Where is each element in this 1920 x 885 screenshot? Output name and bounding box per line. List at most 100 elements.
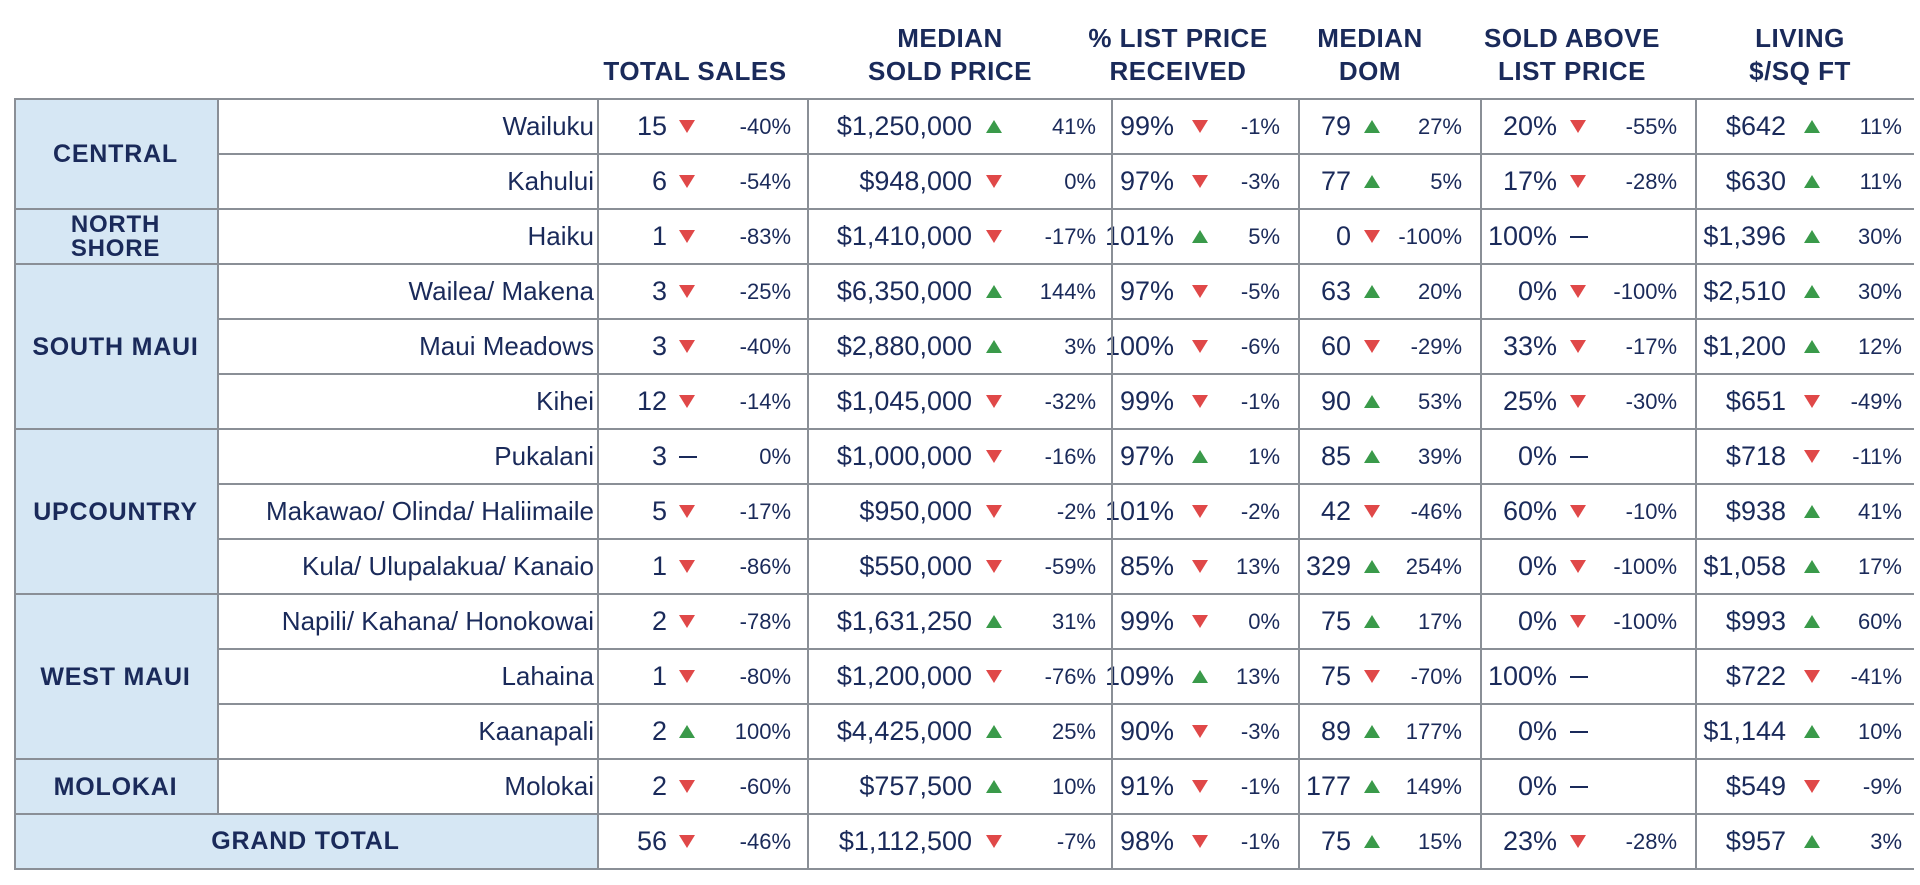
cell-value: 75 bbox=[1320, 606, 1351, 636]
cell-value: 56 bbox=[636, 826, 667, 856]
cell-change: -1% bbox=[1240, 113, 1280, 139]
table-row: Napili/ Kahana/ Honokowai 2 -78% $1,631,250… bbox=[217, 593, 1914, 648]
arrow-down-icon bbox=[986, 230, 1002, 243]
cell-value: 90% bbox=[1119, 716, 1174, 746]
cell-change: -46% bbox=[739, 828, 791, 854]
arrow-up-icon bbox=[986, 615, 1002, 628]
trend-indicator bbox=[1364, 265, 1380, 318]
arrow-down-icon bbox=[986, 505, 1002, 518]
cell-value: 99% bbox=[1119, 386, 1174, 416]
cell-value: $549 bbox=[1725, 771, 1786, 801]
cell-change: -78% bbox=[739, 608, 791, 634]
arrow-up-icon bbox=[986, 725, 1002, 738]
cell-change: 27% bbox=[1417, 113, 1462, 139]
trend-indicator bbox=[1804, 760, 1820, 813]
cell-change: 1% bbox=[1248, 443, 1280, 469]
cell-value: $993 bbox=[1725, 606, 1786, 636]
trend-indicator bbox=[1364, 650, 1380, 703]
cell-change: -59% bbox=[1044, 553, 1096, 579]
table-row: Kula/ Ulupalakua/ Kanaio 1 -86% $550,000 -59… bbox=[217, 538, 1914, 593]
cell-change: 5% bbox=[1430, 168, 1462, 194]
table-row: Kihei 12 -14% $1,045,000 -32% 99% -1% 90 53% 25% -… bbox=[217, 373, 1914, 428]
cell-value: $2,510 bbox=[1703, 276, 1786, 306]
cell-value: $2,880,000 bbox=[836, 331, 972, 361]
arrow-up-icon bbox=[1364, 835, 1380, 848]
region-label: NORTH SHORE bbox=[14, 208, 217, 263]
cell-change: -10% bbox=[1625, 498, 1677, 524]
arrow-down-icon bbox=[1570, 120, 1586, 133]
cell-value: 177 bbox=[1305, 771, 1351, 801]
cell-change: 11% bbox=[1859, 113, 1902, 139]
cell-value: 109% bbox=[1104, 661, 1174, 691]
trend-indicator bbox=[1570, 540, 1586, 593]
cell-value: 97% bbox=[1119, 441, 1174, 471]
trend-indicator bbox=[1364, 430, 1380, 483]
trend-indicator bbox=[1570, 815, 1586, 868]
cell-value: 99% bbox=[1119, 111, 1174, 141]
column-header: MEDIAN SOLD PRICE bbox=[868, 23, 1032, 86]
arrow-down-icon bbox=[1192, 120, 1208, 133]
trend-indicator bbox=[986, 375, 1002, 428]
cell-value: 0% bbox=[1517, 771, 1557, 801]
trend-indicator bbox=[679, 485, 695, 538]
cell-value: 0% bbox=[1517, 606, 1557, 636]
column-header: % LIST PRICE RECEIVED bbox=[1088, 23, 1268, 86]
cell-value: $1,058 bbox=[1703, 551, 1786, 581]
cell-value: $948,000 bbox=[859, 166, 972, 196]
cell-change: -6% bbox=[1240, 333, 1280, 359]
trend-indicator bbox=[1192, 210, 1208, 263]
trend-indicator bbox=[1192, 155, 1208, 208]
dash-icon bbox=[1570, 730, 1588, 733]
area-name: Kula/ Ulupalakua/ Kanaio bbox=[302, 551, 594, 581]
trend-indicator bbox=[679, 320, 695, 373]
area-name: Wailuku bbox=[502, 111, 594, 141]
cell-change: 10% bbox=[1857, 718, 1902, 744]
trend-indicator bbox=[1192, 595, 1208, 648]
arrow-down-icon bbox=[1192, 560, 1208, 573]
trend-indicator bbox=[1364, 760, 1380, 813]
grid-line bbox=[597, 98, 599, 870]
cell-value: 101% bbox=[1104, 221, 1174, 251]
cell-value: 90 bbox=[1320, 386, 1351, 416]
cell-change: 177% bbox=[1405, 718, 1462, 744]
trend-indicator bbox=[1570, 375, 1586, 428]
cell-value: 0% bbox=[1517, 441, 1557, 471]
trend-indicator bbox=[1570, 485, 1586, 538]
arrow-down-icon bbox=[1192, 340, 1208, 353]
cell-change: -17% bbox=[1625, 333, 1677, 359]
cell-change: -30% bbox=[1625, 388, 1677, 414]
cell-value: 60 bbox=[1320, 331, 1351, 361]
arrow-down-icon bbox=[679, 230, 695, 243]
trend-indicator bbox=[986, 540, 1002, 593]
arrow-down-icon bbox=[1364, 340, 1380, 353]
cell-value: 98% bbox=[1119, 826, 1174, 856]
area-name: Wailea/ Makena bbox=[408, 276, 594, 306]
cell-value: 100% bbox=[1487, 221, 1557, 251]
table-row: Molokai 2 -60% $757,500 10% 91% -1% 177 149% 0% $5… bbox=[217, 758, 1914, 813]
cell-value: $1,396 bbox=[1703, 221, 1786, 251]
cell-value: 20% bbox=[1502, 111, 1557, 141]
cell-change: -76% bbox=[1044, 663, 1096, 689]
cell-value: 1 bbox=[651, 221, 667, 251]
area-name: Napili/ Kahana/ Honokowai bbox=[281, 606, 594, 636]
cell-value: 97% bbox=[1119, 166, 1174, 196]
trend-indicator bbox=[986, 210, 1002, 263]
cell-value: 75 bbox=[1320, 826, 1351, 856]
trend-indicator bbox=[1192, 320, 1208, 373]
cell-change: -17% bbox=[1044, 223, 1096, 249]
cell-change: -83% bbox=[739, 223, 791, 249]
arrow-down-icon bbox=[986, 835, 1002, 848]
arrow-up-icon bbox=[1364, 175, 1380, 188]
arrow-down-icon bbox=[1192, 615, 1208, 628]
arrow-up-icon bbox=[986, 285, 1002, 298]
cell-value: 329 bbox=[1305, 551, 1351, 581]
table-row: Makawao/ Olinda/ Haliimaile 5 -17% $950,000… bbox=[217, 483, 1914, 538]
cell-value: 2 bbox=[651, 716, 667, 746]
arrow-down-icon bbox=[1192, 395, 1208, 408]
table-row: Wailea/ Makena 3 -25% $6,350,000 144% 97% -5% 6… bbox=[217, 263, 1914, 318]
trend-indicator bbox=[1192, 430, 1208, 483]
dash-icon bbox=[679, 455, 697, 458]
arrow-up-icon bbox=[1804, 285, 1820, 298]
cell-change: 13% bbox=[1235, 663, 1280, 689]
arrow-down-icon bbox=[1192, 725, 1208, 738]
